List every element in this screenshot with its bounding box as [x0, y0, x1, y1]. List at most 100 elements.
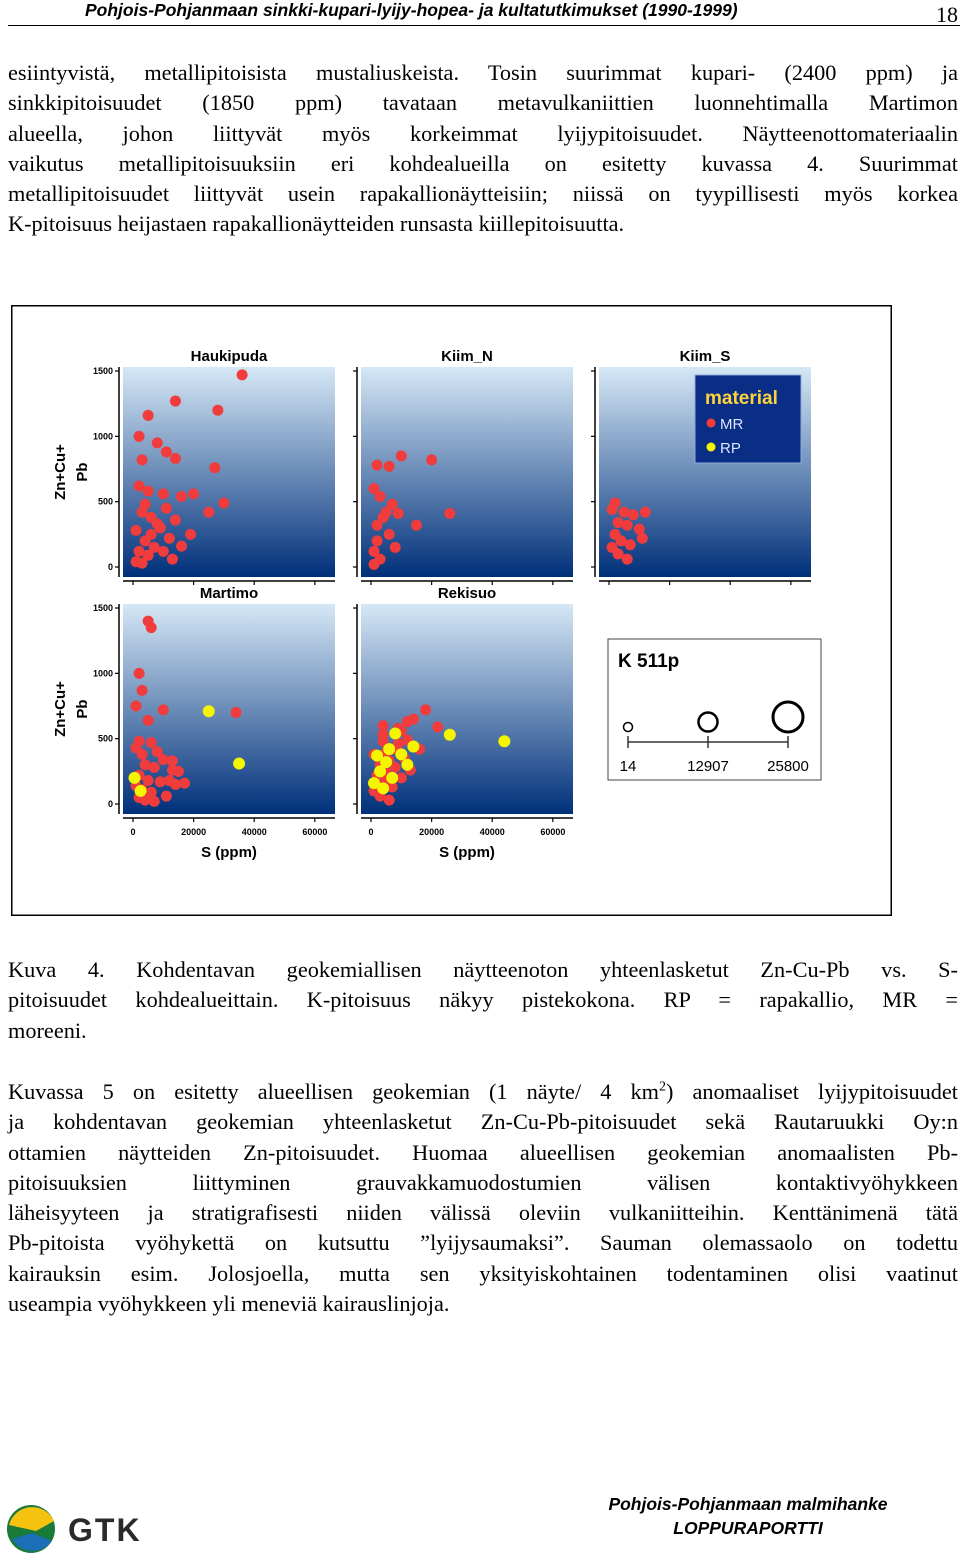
- mr-data-point: [160, 502, 172, 514]
- mr-data-point: [142, 485, 154, 497]
- mr-data-point: [374, 490, 386, 502]
- legend-rp-label: RP: [720, 440, 741, 457]
- mr-data-point: [145, 528, 157, 540]
- mr-data-point: [133, 480, 145, 492]
- mr-data-point: [444, 507, 456, 519]
- panel-title: Rekisuo: [438, 585, 496, 602]
- mr-data-point: [163, 532, 175, 544]
- mr-data-point: [383, 794, 395, 806]
- mr-data-point: [148, 795, 160, 807]
- mr-data-point: [154, 522, 166, 534]
- size-marker-small: [622, 721, 634, 733]
- mr-data-point: [160, 446, 172, 458]
- y-axis-label: Pb: [74, 462, 91, 481]
- page-number: 18: [936, 2, 958, 27]
- mr-data-point: [175, 490, 187, 502]
- footer-title: Pohjois-Pohjanmaan malmihanke LOPPURAPOR…: [588, 1492, 908, 1540]
- panel-title: Martimo: [200, 585, 258, 602]
- mr-data-point: [377, 735, 389, 747]
- mr-data-point: [624, 539, 636, 551]
- gtk-logo: GTK: [7, 1505, 142, 1553]
- rp-data-point: [233, 757, 246, 770]
- mr-data-point: [426, 454, 438, 466]
- mr-data-point: [169, 453, 181, 465]
- paragraph-text: ) anomaaliset lyijypitoisuudet: [665, 1079, 958, 1104]
- mr-data-point: [621, 519, 633, 531]
- scatter-panel-background: [123, 367, 335, 577]
- mr-data-point: [166, 553, 178, 565]
- rp-data-point: [498, 735, 511, 748]
- figure-caption: Kuva 4. Kohdentavan geokemiallisen näytt…: [8, 955, 958, 1046]
- mr-data-point: [145, 511, 157, 523]
- mr-data-point: [389, 761, 401, 773]
- x-tick-label: 40000: [480, 827, 505, 837]
- y-tick-label: 0: [108, 562, 113, 572]
- paragraph-line: ottamien näytteiden Zn-pitoisuudet. Huom…: [8, 1139, 958, 1165]
- figure-4-scatter-panels: Haukipuda 1500 1000 500 0 Zn+Cu+ Pb Kiim_N Kiim_…: [11, 305, 892, 916]
- mr-data-point: [142, 714, 154, 726]
- mr-data-point: [136, 748, 148, 760]
- superscript: 2: [658, 1079, 666, 1095]
- legend-rp-marker: [706, 442, 716, 452]
- scatter-panel-background: [123, 604, 335, 814]
- mr-data-point: [395, 450, 407, 462]
- size-legend: K 511p 14 12907 25800: [607, 638, 822, 781]
- mr-data-point: [157, 545, 169, 557]
- rp-data-point: [386, 771, 399, 784]
- logo-sun: [9, 1507, 54, 1531]
- y-tick-label: 1500: [93, 603, 113, 613]
- mr-data-point: [139, 794, 151, 806]
- paragraph-line: vaikutus metallipitoisuuksiin eri kohdea…: [8, 150, 958, 176]
- paragraph-line: pitoisuuksien liittyminen grauvakkamuodo…: [8, 1169, 958, 1195]
- mr-data-point: [145, 622, 157, 634]
- mr-data-point: [136, 454, 148, 466]
- mr-data-point: [371, 459, 383, 471]
- scatter-panel-background: [361, 367, 573, 577]
- x-tick-label: 20000: [419, 827, 444, 837]
- size-legend-box: [607, 638, 822, 781]
- mr-data-point: [157, 754, 169, 766]
- y-tick-label: 500: [98, 497, 113, 507]
- logo-text: GTK: [68, 1512, 142, 1548]
- rp-data-point: [407, 740, 420, 753]
- body-paragraph: Kuvassa 5 on esitetty alueellisen geokem…: [8, 1077, 958, 1319]
- x-axis-label: S (ppm): [201, 844, 257, 861]
- y-axis-label: Zn+Cu+: [52, 444, 69, 500]
- mr-data-point: [172, 765, 184, 777]
- paragraph-line: useampia vyöhykkeen yli meneviä kairausl…: [8, 1291, 450, 1317]
- rp-data-point: [128, 771, 141, 784]
- rp-data-point: [368, 777, 381, 790]
- mr-data-point: [157, 488, 169, 500]
- x-tick-label: 20000: [181, 827, 206, 837]
- legend-title: material: [705, 388, 778, 409]
- mr-data-point: [383, 460, 395, 472]
- mr-data-point: [377, 720, 389, 732]
- mr-data-point: [142, 774, 154, 786]
- paragraph-line: Kuvassa 5 on esitetty alueellisen geokem…: [8, 1077, 958, 1107]
- mr-data-point: [203, 506, 215, 518]
- legend-mr-label: MR: [720, 416, 743, 433]
- size-marker-medium: [697, 711, 719, 733]
- mr-data-point: [371, 535, 383, 547]
- mr-data-point: [151, 437, 163, 449]
- mr-data-point: [175, 540, 187, 552]
- paragraph-line: esiintyvistä, metallipitoisista mustaliu…: [8, 60, 958, 85]
- mr-data-point: [209, 462, 221, 474]
- mr-data-point: [236, 369, 248, 381]
- paragraph-text: Kuvassa 5 on esitetty alueellisen geokem…: [8, 1079, 659, 1104]
- mr-data-point: [185, 528, 197, 540]
- mr-data-point: [386, 498, 398, 510]
- mr-data-point: [142, 409, 154, 421]
- mr-data-point: [145, 737, 157, 749]
- y-tick-label: 1000: [93, 431, 113, 441]
- mr-data-point: [377, 511, 389, 523]
- mr-data-point: [383, 528, 395, 540]
- mr-data-point: [432, 721, 444, 733]
- y-tick-label: 500: [98, 734, 113, 744]
- y-axis-label: Zn+Cu+: [52, 681, 69, 737]
- mr-data-point: [148, 761, 160, 773]
- mr-data-point: [368, 545, 380, 557]
- mr-data-point: [386, 781, 398, 793]
- rp-data-point: [401, 758, 414, 771]
- caption-line: Kuva 4. Kohdentavan geokemiallisen näytt…: [8, 957, 958, 982]
